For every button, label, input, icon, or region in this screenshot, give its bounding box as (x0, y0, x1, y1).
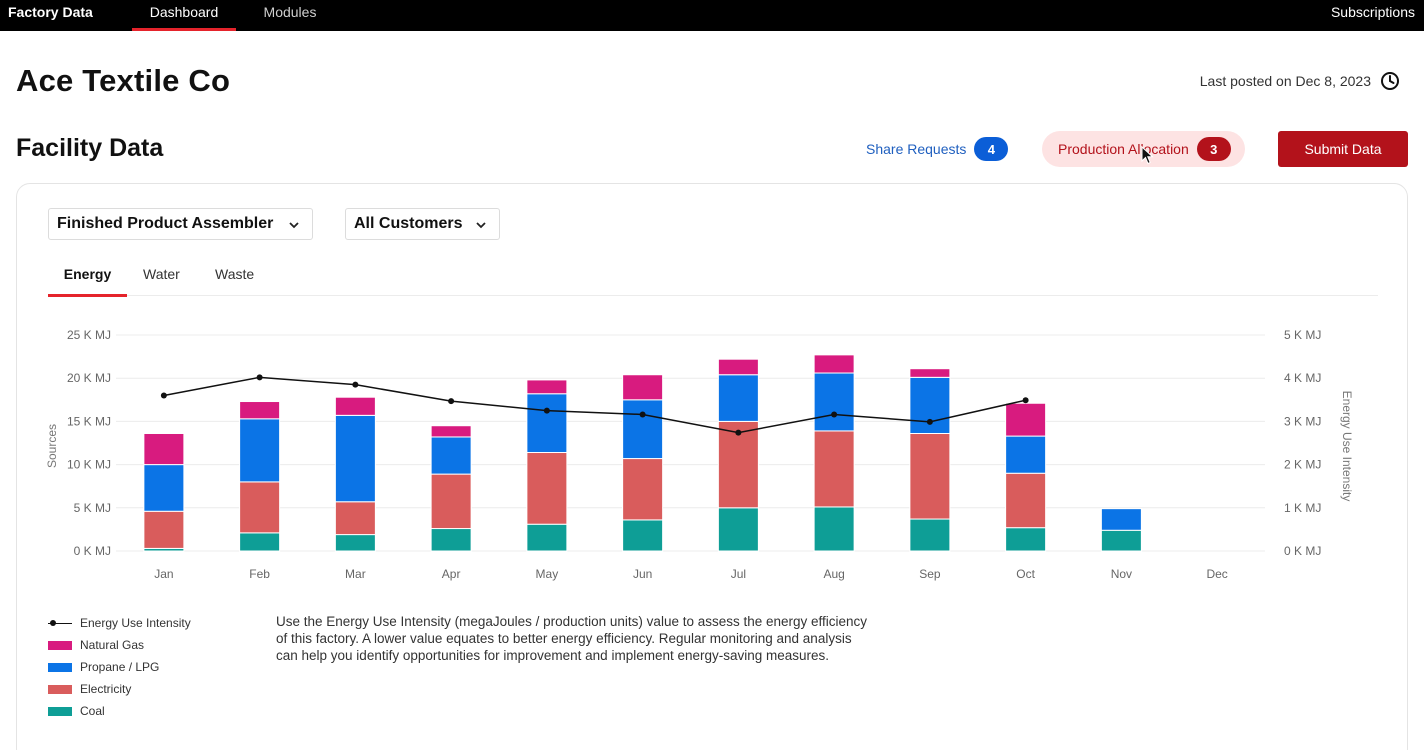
top-nav: Factory Data Dashboard Modules Subscript… (0, 0, 1424, 31)
legend-item-natural-gas: Natural Gas (48, 634, 191, 656)
submit-data-button[interactable]: Submit Data (1278, 131, 1408, 167)
tab-waste-label: Waste (215, 266, 255, 282)
tab-water[interactable]: Water (143, 266, 183, 296)
role-dropdown[interactable]: Finished Product Assembler (48, 208, 313, 240)
legend-item-eui: Energy Use Intensity (48, 612, 191, 634)
production-allocation-count-badge: 3 (1196, 137, 1231, 161)
legend-label: Energy Use Intensity (80, 616, 191, 630)
tab-energy[interactable]: Energy (48, 266, 127, 297)
share-requests-count-badge: 4 (974, 137, 1009, 161)
nav-tab-dashboard[interactable]: Dashboard (132, 4, 236, 31)
legend-swatch (48, 662, 72, 672)
legend-swatch (48, 706, 72, 716)
brand-logo-text[interactable]: Factory Data (8, 4, 93, 20)
legend-item-coal: Coal (48, 700, 191, 722)
chart-legend: Energy Use Intensity Natural Gas Propane… (48, 612, 191, 722)
last-posted-text: Last posted on Dec 8, 2023 (1199, 73, 1371, 89)
share-requests-button[interactable]: Share Requests 4 (866, 135, 1009, 163)
legend-label: Natural Gas (80, 638, 145, 652)
nav-tab-modules-label: Modules (263, 4, 317, 20)
metric-tabs: Energy Water Waste (48, 258, 1378, 297)
legend-label: Propane / LPG (80, 660, 160, 674)
subscriptions-link[interactable]: Subscriptions (1330, 4, 1415, 20)
active-tab-indicator (132, 28, 236, 31)
legend-line-swatch (48, 619, 72, 628)
customers-dropdown[interactable]: All Customers (345, 208, 500, 240)
legend-swatch (48, 684, 72, 694)
legend-label: Electricity (80, 682, 132, 696)
mouse-cursor-icon (1141, 146, 1154, 165)
energy-intensity-note: Use the Energy Use Intensity (megaJoules… (276, 614, 868, 663)
chevron-down-icon (476, 222, 486, 229)
facility-data-card: Finished Product Assembler All Customers… (16, 183, 1408, 750)
legend-swatch (48, 640, 72, 650)
share-requests-label: Share Requests (866, 141, 967, 157)
tab-energy-label: Energy (63, 266, 112, 282)
legend-item-propane: Propane / LPG (48, 656, 191, 678)
legend-label: Coal (80, 704, 105, 718)
section-title: Facility Data (16, 134, 164, 162)
nav-tab-modules[interactable]: Modules (252, 4, 328, 31)
tab-water-label: Water (143, 266, 180, 282)
chevron-down-icon (289, 222, 299, 229)
role-dropdown-value: Finished Product Assembler (57, 215, 274, 232)
clock-icon[interactable] (1380, 71, 1400, 91)
production-allocation-label: Production Allocation (1058, 141, 1189, 157)
customers-dropdown-value: All Customers (354, 215, 463, 232)
legend-item-electricity: Electricity (48, 678, 191, 700)
active-tab-indicator (48, 294, 127, 297)
nav-tab-dashboard-label: Dashboard (149, 4, 219, 20)
tab-waste[interactable]: Waste (215, 266, 260, 296)
production-allocation-button[interactable]: Production Allocation 3 (1042, 131, 1245, 167)
company-title: Ace Textile Co (16, 63, 231, 98)
